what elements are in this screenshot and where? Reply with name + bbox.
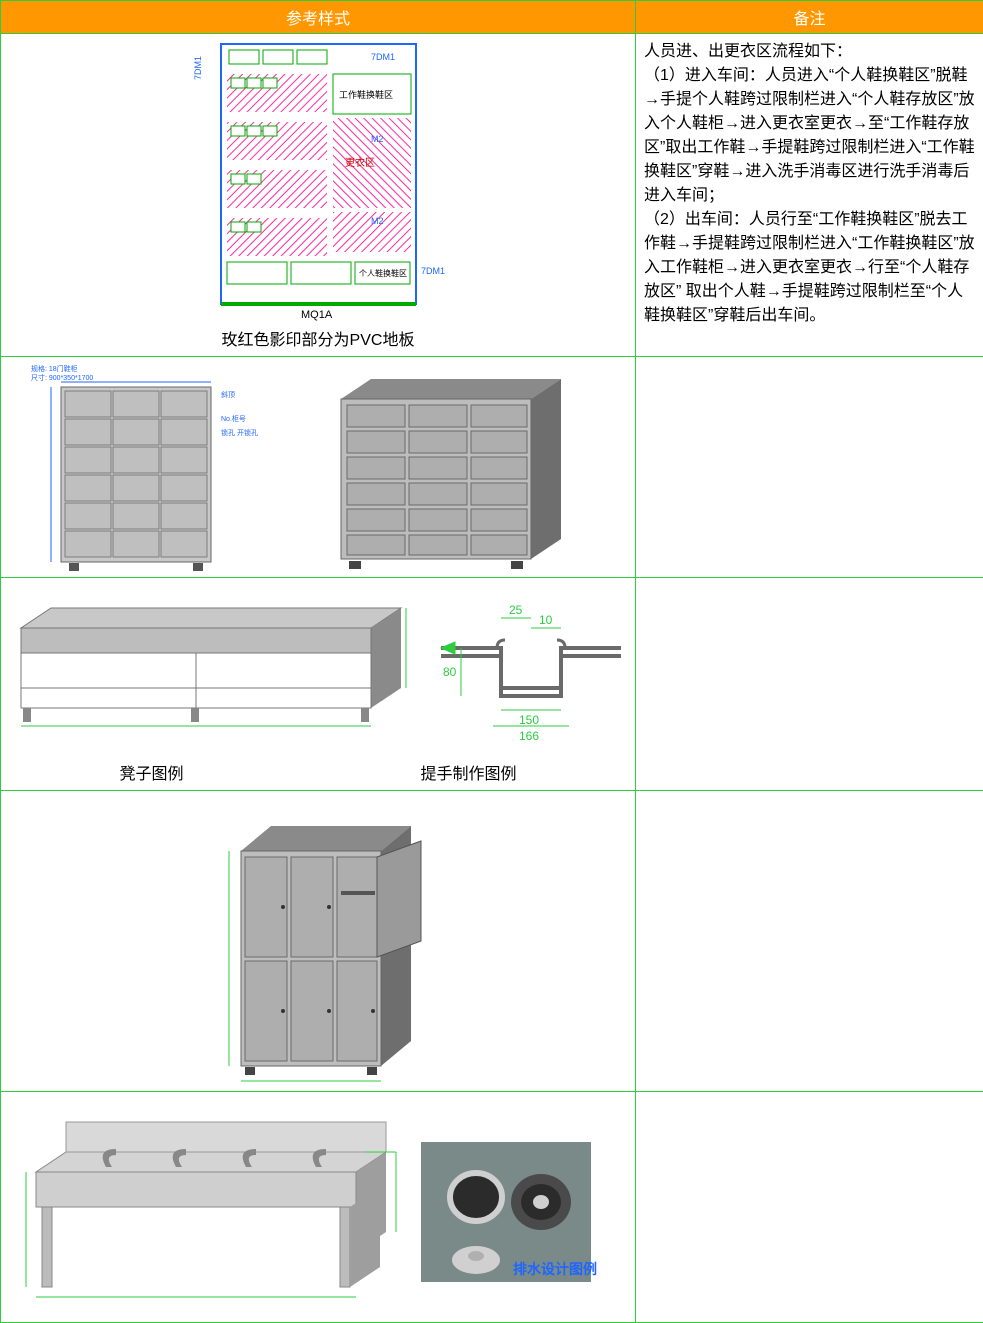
row5-diagram-cell: 排水设计图例	[1, 1092, 636, 1323]
svg-text:150: 150	[519, 713, 539, 727]
row5-notes-empty	[636, 1092, 983, 1323]
row3-diagram-cell: 25 10 150 166 80 凳子图例 提手制作图例	[1, 578, 636, 791]
notes-intro: 人员进、出更衣区流程如下：	[644, 43, 852, 60]
sink-diagram: 排水设计图例	[1, 1092, 636, 1322]
floorplan-caption: 玫红色影印部分为PVC地板	[1, 324, 635, 356]
svg-text:MQ1A: MQ1A	[301, 309, 333, 321]
header-notes: 备注	[636, 1, 983, 34]
svg-text:工作鞋换鞋区: 工作鞋换鞋区	[339, 89, 393, 100]
locker-diagram	[1, 791, 636, 1091]
row4-diagram-cell	[1, 791, 636, 1092]
header-reference-style: 参考样式	[1, 1, 636, 34]
svg-text:锁孔 开锁孔: 锁孔 开锁孔	[221, 428, 258, 437]
svg-text:更衣区: 更衣区	[345, 156, 375, 169]
svg-text:个人鞋换鞋区: 个人鞋换鞋区	[359, 268, 407, 278]
spec-table: 参考样式 备注	[0, 0, 983, 1323]
svg-text:规格: 18门鞋柜: 规格: 18门鞋柜	[31, 364, 78, 373]
svg-text:M2: M2	[371, 134, 384, 144]
svg-text:7DM1: 7DM1	[371, 52, 395, 62]
floorplan-diagram: 7DM1 工作鞋换鞋区 更衣区 个人鞋换鞋区	[1, 34, 636, 324]
handle-caption: 提手制作图例	[420, 760, 516, 784]
svg-text:尺寸: 900*350*1700: 尺寸: 900*350*1700	[31, 373, 93, 382]
bench-caption: 凳子图例	[119, 760, 183, 784]
bench-handle-diagram: 25 10 150 166 80	[1, 578, 636, 758]
svg-text:7DM1: 7DM1	[193, 56, 203, 80]
shoe-cabinet-diagram: 规格: 18门鞋柜 尺寸: 900*350*1700	[1, 357, 636, 577]
row1-notes: 人员进、出更衣区流程如下： （1）进入车间：人员进入“个人鞋换鞋区”脱鞋→手提个…	[636, 34, 983, 357]
row4-notes-empty	[636, 791, 983, 1092]
row2-diagram-cell: 规格: 18门鞋柜 尺寸: 900*350*1700	[1, 357, 636, 578]
notes-para-1: （1）进入车间：人员进入“个人鞋换鞋区”脱鞋→手提个人鞋跨过限制栏进入“个人鞋存…	[644, 67, 975, 204]
svg-text:No.柜号: No.柜号	[221, 414, 246, 423]
row1-diagram-cell: 7DM1 工作鞋换鞋区 更衣区 个人鞋换鞋区	[1, 34, 636, 357]
notes-para-2: （2）出车间：人员行至“工作鞋换鞋区”脱去工作鞋→手提鞋跨过限制栏进入“工作鞋换…	[644, 211, 975, 324]
svg-text:M2: M2	[371, 216, 384, 226]
svg-text:80: 80	[443, 665, 457, 679]
svg-text:166: 166	[519, 729, 539, 743]
svg-text:斜顶: 斜顶	[221, 390, 235, 399]
svg-text:10: 10	[539, 613, 553, 627]
svg-text:7DM1: 7DM1	[421, 266, 445, 276]
svg-text:排水设计图例: 排水设计图例	[513, 1261, 597, 1277]
row3-notes-empty	[636, 578, 983, 791]
svg-text:25: 25	[509, 603, 523, 617]
row2-notes-empty	[636, 357, 983, 578]
